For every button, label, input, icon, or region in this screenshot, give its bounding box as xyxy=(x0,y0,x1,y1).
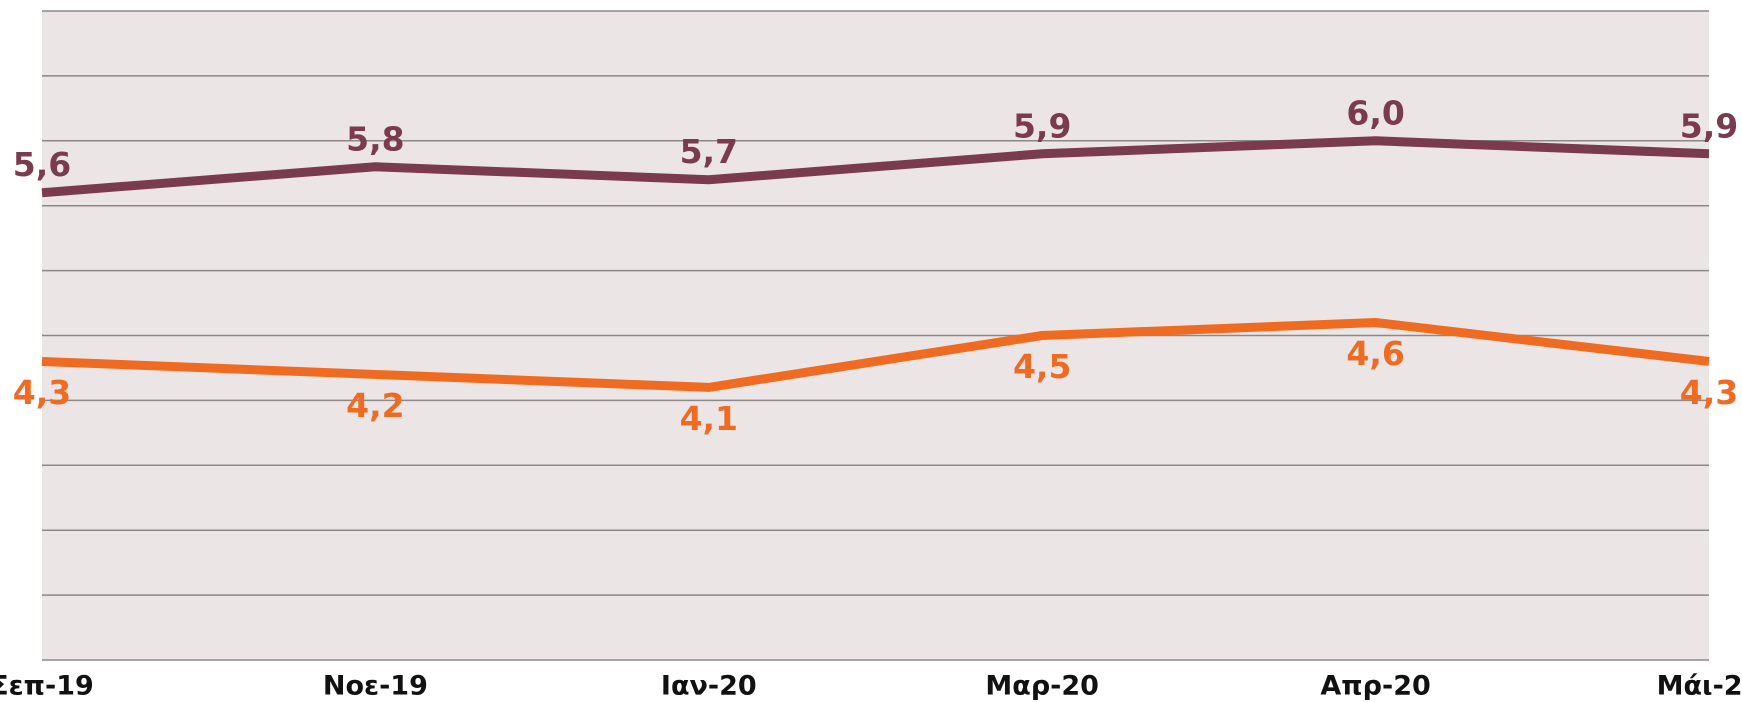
x-tick-label: Ιαν-20 xyxy=(661,671,757,702)
x-tick-label: Σεπ-19 xyxy=(0,671,94,702)
data-label: 5,9 xyxy=(1680,106,1738,145)
data-label: 5,7 xyxy=(680,132,738,171)
data-label: 4,5 xyxy=(1013,347,1071,386)
data-label: 5,8 xyxy=(346,119,404,158)
x-tick-label: Μαρ-20 xyxy=(985,671,1099,702)
data-label: 6,0 xyxy=(1346,93,1404,132)
data-label: 4,3 xyxy=(1680,373,1738,412)
data-label: 4,2 xyxy=(346,386,404,425)
x-tick-label: Μάι-20 xyxy=(1657,671,1742,702)
data-label: 4,6 xyxy=(1346,334,1404,373)
x-tick-label: Νοε-19 xyxy=(323,671,428,702)
series-line xyxy=(41,318,1710,392)
data-label: 4,3 xyxy=(13,373,71,412)
data-label: 4,1 xyxy=(680,399,738,438)
data-label: 5,9 xyxy=(1013,106,1071,145)
data-label: 5,6 xyxy=(13,145,71,184)
series-line xyxy=(41,136,1710,198)
x-tick-label: Απρ-20 xyxy=(1320,671,1430,702)
